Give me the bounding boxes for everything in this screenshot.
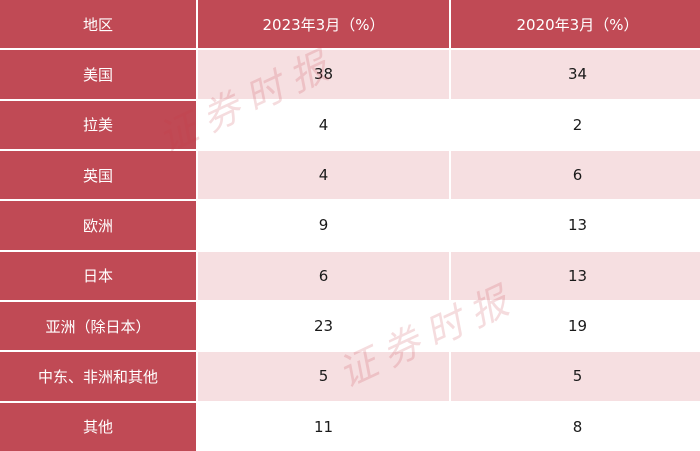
row-value-2023: 9 [198,201,449,250]
row-region-label: 美国 [0,50,196,99]
row-value-2020: 19 [451,301,700,351]
row-region-label: 亚洲（除日本） [0,301,196,351]
row-value-2023: 4 [198,150,449,200]
row-value-2020: 34 [451,50,700,99]
row-value-2020: 5 [451,352,700,401]
header-region: 地区 [0,0,196,49]
row-value-2023: 6 [198,251,449,300]
row-value-2023: 4 [198,100,449,149]
row-value-2023: 23 [198,301,449,351]
row-value-2020: 2 [451,100,700,149]
row-region-label: 拉美 [0,100,196,149]
row-value-2023: 11 [198,402,449,451]
row-region-label: 英国 [0,150,196,200]
row-value-2020: 8 [451,402,700,451]
row-region-label: 其他 [0,402,196,451]
row-value-2023: 38 [198,50,449,99]
row-region-label: 日本 [0,251,196,300]
row-region-label: 欧洲 [0,201,196,250]
header-2020: 2020年3月（%） [451,0,700,49]
row-value-2023: 5 [198,352,449,401]
row-value-2020: 6 [451,150,700,200]
row-value-2020: 13 [451,251,700,300]
header-2023: 2023年3月（%） [198,0,449,49]
row-value-2020: 13 [451,201,700,250]
row-region-label: 中东、非洲和其他 [0,352,196,401]
